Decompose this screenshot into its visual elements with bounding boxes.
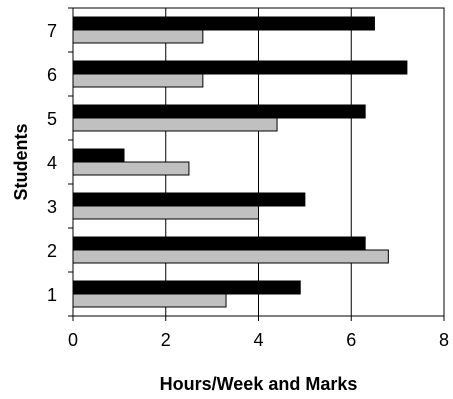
bars — [72, 16, 408, 308]
y-tick-label-3: 3 — [47, 197, 57, 217]
y-tick-label-1: 1 — [47, 285, 57, 305]
bar-series2-student-5 — [72, 117, 278, 132]
x-tick-label-2: 2 — [161, 330, 171, 350]
bar-series2-student-3 — [72, 205, 259, 220]
y-tick-label-2: 2 — [47, 241, 57, 261]
bar-series1-student-7 — [72, 16, 375, 31]
bar-series2-student-6 — [72, 73, 204, 88]
bar-series1-student-6 — [72, 60, 408, 75]
bar-series2-student-7 — [72, 29, 204, 44]
x-tick-label-8: 8 — [439, 330, 449, 350]
x-axis-title: Hours/Week and Marks — [160, 374, 358, 394]
x-tick-label-0: 0 — [68, 330, 78, 350]
bar-series2-student-2 — [72, 249, 389, 264]
bar-series1-student-1 — [72, 280, 301, 295]
bar-series1-student-5 — [72, 104, 366, 119]
y-tick-label-7: 7 — [47, 21, 57, 41]
grid-lines — [165, 8, 445, 316]
x-tick-label-4: 4 — [253, 330, 263, 350]
bar-series1-student-4 — [72, 148, 125, 163]
y-tick-label-4: 4 — [47, 153, 57, 173]
y-axis-title: Students — [11, 123, 31, 200]
bar-series1-student-2 — [72, 236, 366, 251]
plot-border — [72, 7, 445, 317]
bar-series2-student-1 — [72, 293, 227, 308]
bar-series2-student-4 — [72, 161, 190, 176]
tick-labels: 0 2 4 6 8 1 2 3 4 5 6 7 — [47, 21, 449, 350]
x-tick-label-6: 6 — [346, 330, 356, 350]
y-tick-label-6: 6 — [47, 65, 57, 85]
bar-series1-student-3 — [72, 192, 306, 207]
y-tick-label-5: 5 — [47, 109, 57, 129]
axes — [68, 7, 445, 321]
